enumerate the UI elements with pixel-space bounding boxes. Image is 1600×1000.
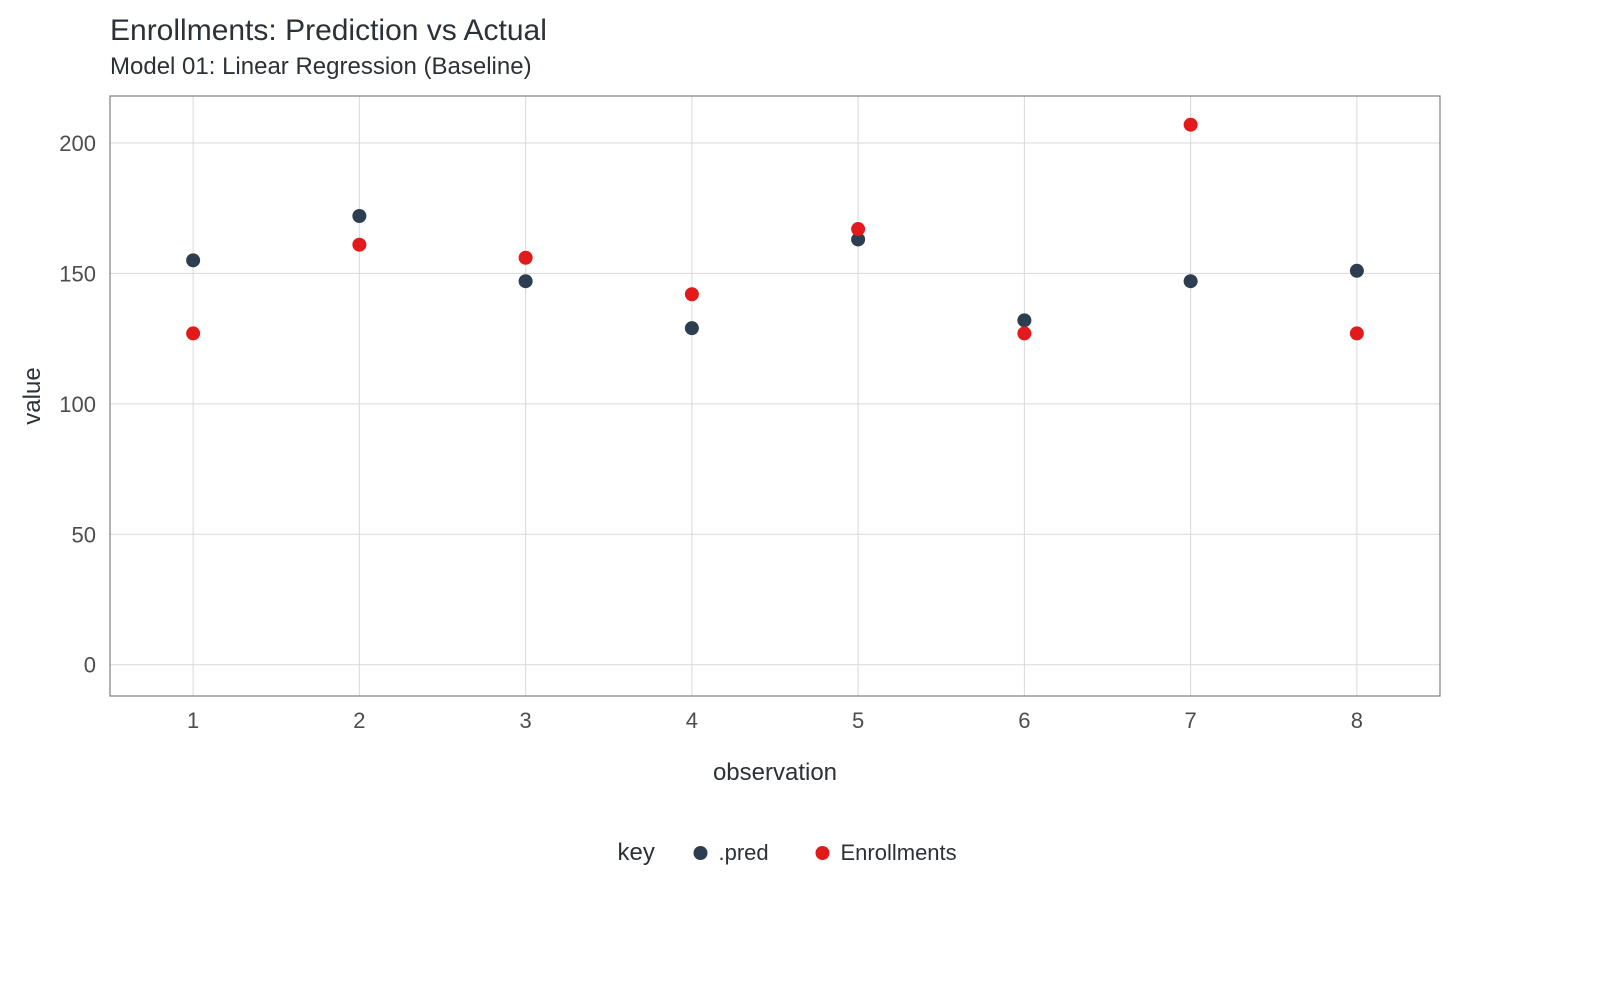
x-tick-label: 8 — [1351, 708, 1363, 733]
x-tick-label: 2 — [353, 708, 365, 733]
x-tick-label: 7 — [1185, 708, 1197, 733]
legend-title: key — [618, 839, 655, 866]
x-tick-label: 1 — [187, 708, 199, 733]
x-tick-label: 3 — [520, 708, 532, 733]
y-tick-label: 100 — [59, 392, 96, 417]
plot-panel: 0501001502001234567815517214712916313214… — [59, 96, 1440, 733]
data-point: 156 — [519, 251, 533, 265]
x-tick-label: 5 — [852, 708, 864, 733]
panel-border — [110, 96, 1440, 696]
data-point: 127 — [186, 326, 200, 340]
chart-subtitle: Model 01: Linear Regression (Baseline) — [110, 53, 532, 80]
legend-swatch — [694, 846, 708, 860]
data-point: 207 — [1184, 118, 1198, 132]
data-point: 167 — [851, 222, 865, 236]
y-tick-label: 200 — [59, 131, 96, 156]
data-point: 147 — [519, 274, 533, 288]
data-point: 129 — [685, 321, 699, 335]
data-point: 127 — [1017, 326, 1031, 340]
data-point: 151 — [1350, 264, 1364, 278]
legend: key .pred Enrollments — [618, 839, 957, 866]
x-tick-label: 4 — [686, 708, 698, 733]
legend-label: Enrollments — [841, 840, 957, 865]
legend-swatch — [816, 846, 830, 860]
data-point: 132 — [1017, 313, 1031, 327]
y-axis-label: value — [19, 367, 46, 424]
legend-label: .pred — [719, 840, 769, 865]
chart-title: Enrollments: Prediction vs Actual — [110, 14, 547, 47]
data-point: 127 — [1350, 326, 1364, 340]
scatter-chart: Enrollments: Prediction vs Actual Model 0… — [0, 0, 1600, 1000]
y-tick-label: 0 — [84, 653, 96, 678]
chart-container: Enrollments: Prediction vs Actual Model 0… — [0, 0, 1600, 1000]
y-tick-label: 50 — [72, 522, 96, 547]
data-point: 161 — [352, 238, 366, 252]
x-axis-label: observation — [713, 759, 837, 786]
data-point: 142 — [685, 287, 699, 301]
data-point: 147 — [1184, 274, 1198, 288]
x-tick-label: 6 — [1018, 708, 1030, 733]
legend-item: .pred — [694, 840, 769, 865]
legend-item: Enrollments — [816, 840, 957, 865]
data-point: 155 — [186, 253, 200, 267]
data-point: 172 — [352, 209, 366, 223]
y-tick-label: 150 — [59, 261, 96, 286]
